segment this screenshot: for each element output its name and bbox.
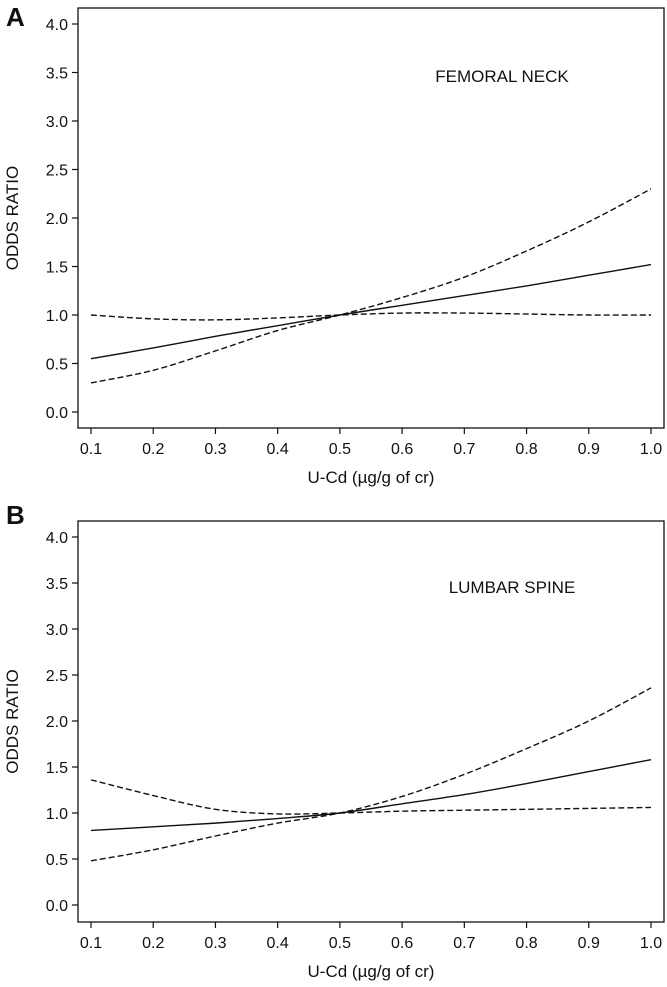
- series-line-estimate: [90, 263, 652, 360]
- x-tick-label: 0.3: [204, 935, 226, 952]
- x-tick-label: 1.0: [640, 441, 662, 458]
- x-tick-label: 0.5: [329, 935, 351, 952]
- y-axis-label: ODDS RATIO: [3, 669, 22, 774]
- y-tick-label: 3.5: [46, 66, 68, 83]
- series-line-estimate: [90, 758, 652, 832]
- x-tick-label: 0.6: [391, 441, 413, 458]
- x-tick-label: 0.2: [142, 935, 164, 952]
- chart-femoral-neck: 0.0 0.5 1.0 1.5 2.0 2.5 3.0 3.5 4.0 0.1 0.2 0.3 0.4 0…: [3, 7, 665, 487]
- y-tick-label: 2.0: [46, 714, 68, 731]
- x-tick-label: 0.3: [204, 441, 226, 458]
- y-tick-label: 3.0: [46, 622, 68, 639]
- series-line-upper-ci: [90, 687, 652, 862]
- plot-frame: [77, 520, 665, 923]
- panel-annotation: FEMORAL NECK: [435, 67, 569, 86]
- y-tick-label: 1.5: [46, 760, 68, 777]
- x-tick-label: 0.1: [80, 935, 102, 952]
- x-tick-label: 0.1: [80, 441, 102, 458]
- y-tick-label: 0.0: [46, 898, 68, 915]
- x-tick-label: 0.9: [578, 441, 600, 458]
- y-tick-label: 0.5: [46, 357, 68, 374]
- y-tick-label: 2.5: [46, 163, 68, 180]
- x-tick-label: 0.7: [453, 441, 475, 458]
- y-tick-label: 2.5: [46, 668, 68, 685]
- y-tick-label: 0.0: [46, 405, 68, 422]
- chart-lumbar-spine: 0.0 0.5 1.0 1.5 2.0 2.5 3.0 3.5 4.0 0.1 0.2 0.3 0.4 0…: [3, 520, 665, 981]
- x-tick-label: 1.0: [640, 935, 662, 952]
- y-tick-label: 0.5: [46, 852, 68, 869]
- series-line-lower-ci: [90, 779, 652, 815]
- y-tick-label: 3.0: [46, 114, 68, 131]
- y-tick-label: 4.0: [46, 530, 68, 547]
- x-tick-label: 0.2: [142, 441, 164, 458]
- panel-b: B 0.0 0.5 1.0 1.5 2.0 2.5 3.0 3.5 4.0 0.1 0.2 0.3 0.…: [0, 494, 667, 987]
- x-tick-label: 0.4: [267, 441, 289, 458]
- y-tick-label: 2.0: [46, 211, 68, 228]
- y-tick-label: 1.0: [46, 308, 68, 325]
- panel-annotation: LUMBAR SPINE: [449, 578, 576, 597]
- x-axis-label: U-Cd (µg/g of cr): [308, 468, 435, 487]
- x-axis-label: U-Cd (µg/g of cr): [308, 962, 435, 981]
- plot-frame: [77, 7, 665, 429]
- x-tick-label: 0.6: [391, 935, 413, 952]
- x-tick-label: 0.7: [453, 935, 475, 952]
- series-line-upper-ci: [90, 188, 652, 384]
- panel-a: A 0.0 0.5 1.0 1.5 2.0 2.5 3.0 3.5 4.0 0.1 0.2 0.3 0.…: [3, 2, 665, 487]
- x-tick-label: 0.4: [267, 935, 289, 952]
- series-line-lower-ci: [90, 312, 652, 321]
- x-tick-label: 0.5: [329, 441, 351, 458]
- y-tick-label: 4.0: [46, 17, 68, 34]
- panel-letter-b: B: [6, 500, 25, 530]
- panel-letter-a: A: [6, 2, 25, 32]
- y-tick-label: 3.5: [46, 576, 68, 593]
- y-tick-label: 1.0: [46, 806, 68, 823]
- x-tick-label: 0.9: [578, 935, 600, 952]
- x-tick-label: 0.8: [515, 935, 537, 952]
- y-tick-label: 1.5: [46, 260, 68, 277]
- y-axis-label: ODDS RATIO: [3, 166, 22, 271]
- x-tick-label: 0.8: [515, 441, 537, 458]
